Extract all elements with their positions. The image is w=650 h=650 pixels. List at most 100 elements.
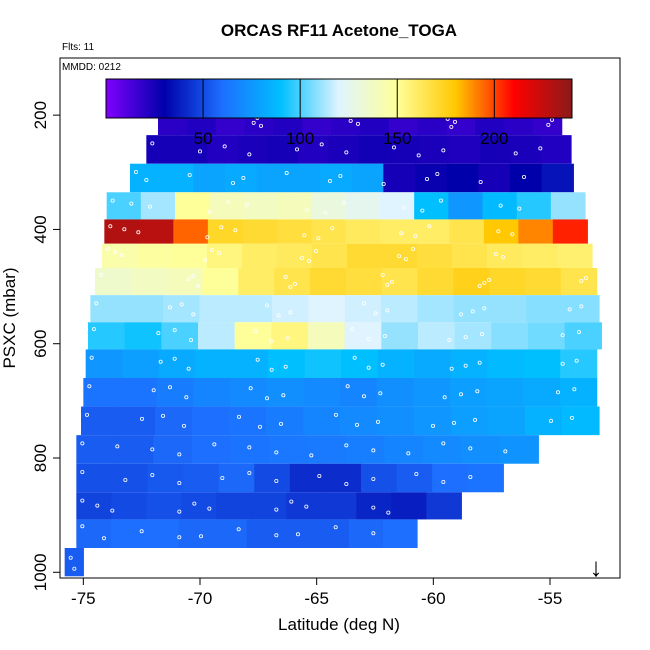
- data-cell: [550, 192, 586, 220]
- data-cell: [173, 219, 209, 244]
- sample-marker: [441, 441, 446, 446]
- sample-marker: [579, 278, 584, 283]
- data-cell: [510, 135, 542, 164]
- data-cell: [231, 349, 269, 378]
- sample-marker: [449, 366, 454, 371]
- data-cell: [181, 492, 217, 520]
- data-cell: [212, 519, 248, 548]
- data-cell: [308, 295, 346, 323]
- data-cell: [191, 435, 231, 464]
- data-cell: [523, 378, 561, 407]
- sample-marker: [572, 387, 577, 392]
- colorbar-tick-label: 100: [286, 129, 314, 148]
- sample-marker: [230, 180, 235, 185]
- sample-marker: [338, 173, 343, 178]
- data-cell: [130, 268, 168, 296]
- data-cell: [487, 349, 525, 378]
- data-cell: [426, 492, 462, 520]
- sample-marker: [482, 280, 487, 285]
- sample-marker: [354, 422, 359, 427]
- sample-marker: [202, 258, 207, 263]
- sample-marker: [430, 423, 435, 428]
- data-cell: [328, 135, 360, 164]
- data-cell: [277, 192, 313, 220]
- sample-marker: [386, 510, 391, 515]
- data-cell: [147, 463, 184, 493]
- sample-marker: [158, 359, 163, 364]
- sample-marker: [177, 509, 182, 514]
- sample-marker: [274, 450, 279, 455]
- sample-marker: [477, 360, 482, 365]
- sample-marker: [416, 153, 421, 158]
- x-tick-label: -65: [304, 589, 329, 608]
- sample-marker: [401, 205, 406, 210]
- data-cell: [274, 268, 311, 296]
- data-cell: [146, 135, 178, 164]
- sample-marker: [348, 118, 353, 123]
- sample-marker: [177, 535, 182, 540]
- sample-marker: [389, 279, 394, 284]
- sample-marker: [177, 452, 182, 457]
- data-cell: [288, 163, 321, 193]
- data-cell: [340, 406, 378, 436]
- data-cell: [155, 406, 193, 436]
- sample-marker: [247, 470, 252, 475]
- data-cell: [454, 322, 492, 350]
- data-cell: [193, 378, 231, 407]
- sample-marker: [192, 501, 197, 506]
- sample-marker: [283, 364, 288, 369]
- sample-marker: [478, 179, 483, 184]
- sample-marker: [220, 475, 225, 480]
- sample-markers: [68, 112, 589, 571]
- data-cell: [277, 243, 313, 268]
- sample-marker: [285, 336, 290, 341]
- data-cell: [450, 378, 488, 407]
- sample-marker: [385, 308, 390, 313]
- sample-marker: [567, 307, 572, 312]
- sample-marker: [253, 329, 258, 334]
- data-cell: [413, 378, 451, 407]
- x-axis: -75 -70 -65 -60 -55: [71, 577, 562, 608]
- data-cell: [124, 322, 162, 350]
- data-cell: [178, 519, 214, 548]
- data-cell: [85, 349, 123, 378]
- data-cell: [491, 322, 529, 350]
- data-cell: [478, 163, 511, 193]
- data-cell: [489, 268, 526, 296]
- sample-marker: [458, 392, 463, 397]
- sample-marker: [396, 254, 401, 259]
- sample-marker: [247, 445, 252, 450]
- sample-marker: [513, 151, 518, 156]
- flights-label: Flts: 11: [62, 42, 95, 53]
- sample-marker: [255, 357, 260, 362]
- data-cell: [510, 163, 543, 193]
- sample-marker: [288, 310, 293, 315]
- chart-title: ORCAS RF11 Acetone_TOGA: [221, 21, 457, 40]
- colorbar-tick-label: 200: [480, 129, 508, 148]
- data-cell: [361, 463, 398, 493]
- sample-marker: [106, 247, 111, 252]
- y-tick-label: 200: [31, 101, 50, 129]
- data-cell: [76, 435, 116, 464]
- colorbar-gradient: [105, 78, 573, 119]
- data-cell: [111, 463, 149, 493]
- data-cell: [381, 322, 419, 350]
- sample-marker: [129, 201, 134, 206]
- data-cell: [104, 219, 140, 244]
- sample-marker: [472, 417, 477, 422]
- data-cell: [268, 435, 308, 464]
- sample-marker: [219, 225, 224, 230]
- sample-marker: [479, 332, 484, 337]
- data-cell: [114, 435, 154, 464]
- data-cell: [122, 349, 160, 378]
- sample-marker: [316, 236, 321, 241]
- sample-marker: [222, 144, 227, 149]
- data-cell: [560, 268, 598, 296]
- data-cell: [76, 492, 112, 520]
- sample-marker: [150, 447, 155, 452]
- sample-marker: [319, 142, 324, 147]
- data-cell: [482, 192, 518, 220]
- data-cell: [446, 163, 479, 193]
- sample-marker: [302, 233, 307, 238]
